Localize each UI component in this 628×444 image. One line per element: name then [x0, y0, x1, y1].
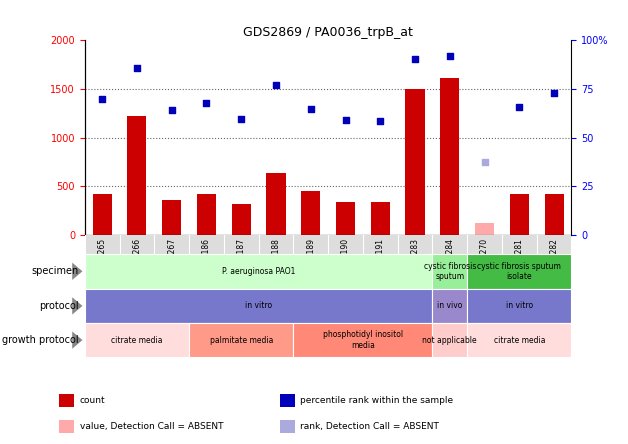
Text: GSM198188: GSM198188 — [271, 238, 281, 284]
Bar — [197, 194, 216, 235]
Text: cystic fibrosis sputum
isolate: cystic fibrosis sputum isolate — [477, 262, 561, 281]
Bar — [475, 222, 494, 235]
Bar — [433, 323, 467, 357]
Bar — [85, 289, 433, 323]
Text: GSM198191: GSM198191 — [376, 238, 385, 284]
Bar — [336, 202, 355, 235]
Polygon shape — [72, 263, 82, 280]
Text: protocol: protocol — [39, 301, 78, 311]
Bar — [280, 394, 295, 407]
Text: value, Detection Call = ABSENT: value, Detection Call = ABSENT — [80, 422, 223, 431]
Point — [514, 104, 524, 111]
Point — [410, 56, 420, 63]
Bar — [60, 420, 74, 432]
Text: rank, Detection Call = ABSENT: rank, Detection Call = ABSENT — [300, 422, 439, 431]
Bar — [510, 194, 529, 235]
Text: GSM187282: GSM187282 — [550, 238, 558, 284]
Text: GSM198186: GSM198186 — [202, 238, 211, 284]
Text: GSM187283: GSM187283 — [411, 238, 420, 284]
Point — [132, 65, 142, 72]
Bar — [406, 89, 425, 235]
Bar — [371, 202, 390, 235]
Bar — [162, 200, 181, 235]
Text: palmitate media: palmitate media — [210, 336, 273, 345]
Text: in vitro: in vitro — [245, 301, 272, 310]
Bar — [467, 323, 571, 357]
Text: GSM187284: GSM187284 — [445, 238, 454, 284]
Bar — [189, 323, 293, 357]
Point — [480, 159, 490, 166]
Bar — [433, 289, 467, 323]
Bar — [467, 289, 571, 323]
Point — [340, 116, 350, 123]
Text: not applicable: not applicable — [423, 336, 477, 345]
Text: growth protocol: growth protocol — [2, 335, 78, 345]
Text: phosphotidyl inositol
media: phosphotidyl inositol media — [323, 330, 403, 350]
Bar — [85, 254, 433, 289]
Text: cystic fibrosis
sputum: cystic fibrosis sputum — [424, 262, 476, 281]
Polygon shape — [72, 331, 82, 349]
Point — [445, 52, 455, 59]
Text: citrate media: citrate media — [111, 336, 163, 345]
Text: count: count — [80, 396, 106, 405]
Bar — [544, 194, 564, 235]
Text: P. aeruginosa PAO1: P. aeruginosa PAO1 — [222, 267, 295, 276]
Text: GSM198189: GSM198189 — [306, 238, 315, 284]
Bar — [127, 116, 146, 235]
Point — [271, 81, 281, 88]
Point — [97, 95, 107, 102]
Bar — [266, 173, 286, 235]
Title: GDS2869 / PA0036_trpB_at: GDS2869 / PA0036_trpB_at — [243, 26, 413, 39]
Text: GSM198187: GSM198187 — [237, 238, 246, 284]
Bar — [301, 191, 320, 235]
Bar — [433, 254, 467, 289]
Bar — [60, 394, 74, 407]
Bar — [232, 204, 251, 235]
Point — [306, 106, 316, 113]
Point — [202, 100, 212, 107]
Point — [236, 115, 246, 123]
Bar — [293, 323, 433, 357]
Polygon shape — [72, 297, 82, 314]
Bar — [280, 420, 295, 432]
Point — [166, 107, 176, 114]
Text: GSM187266: GSM187266 — [133, 238, 141, 284]
Bar — [85, 323, 189, 357]
Text: percentile rank within the sample: percentile rank within the sample — [300, 396, 453, 405]
Text: GSM198190: GSM198190 — [341, 238, 350, 284]
Text: citrate media: citrate media — [494, 336, 545, 345]
Bar — [92, 194, 112, 235]
Text: GSM187270: GSM187270 — [480, 238, 489, 284]
Text: GSM187281: GSM187281 — [515, 238, 524, 284]
Bar — [467, 254, 571, 289]
Text: in vivo: in vivo — [437, 301, 462, 310]
Text: GSM187267: GSM187267 — [167, 238, 176, 284]
Point — [376, 118, 386, 125]
Text: in vitro: in vitro — [506, 301, 533, 310]
Text: GSM187265: GSM187265 — [98, 238, 107, 284]
Bar — [440, 78, 459, 235]
Point — [549, 89, 559, 96]
Text: specimen: specimen — [31, 266, 78, 276]
